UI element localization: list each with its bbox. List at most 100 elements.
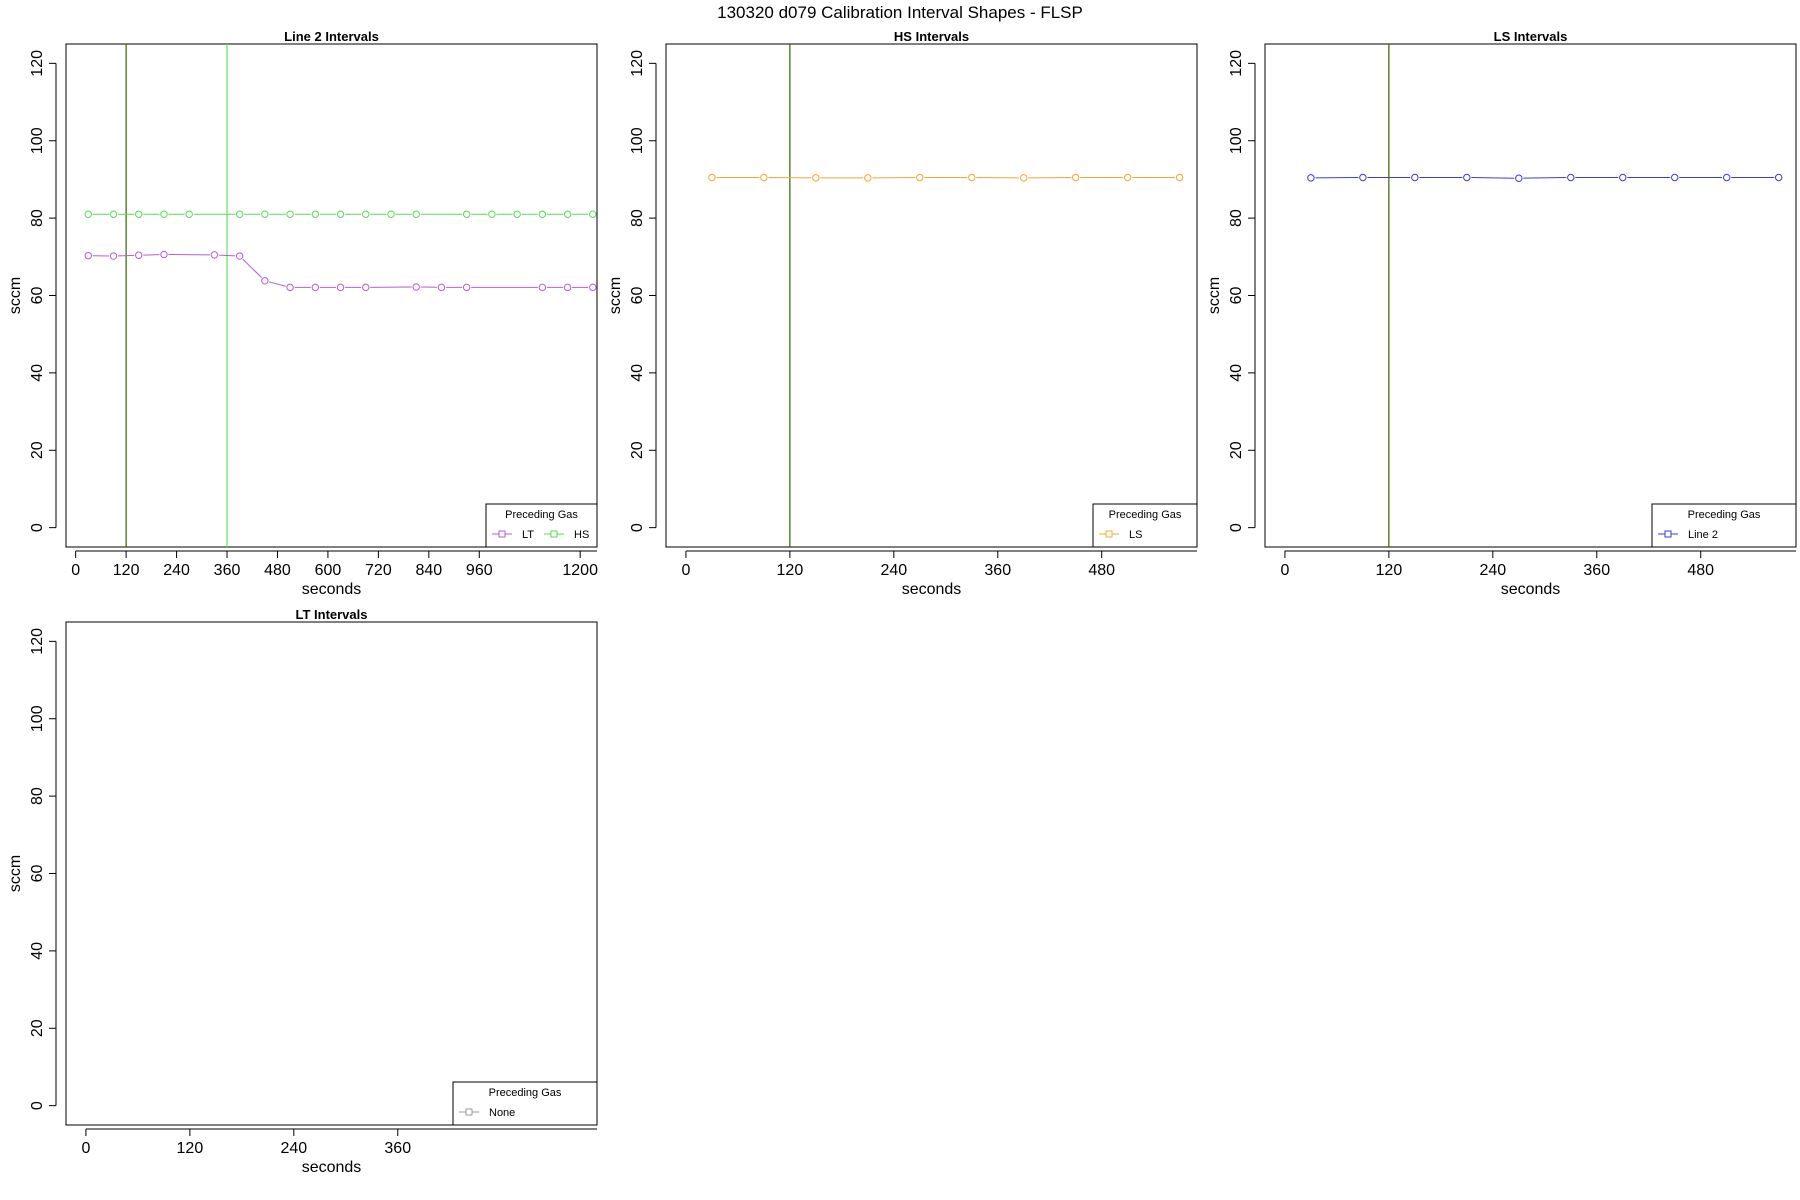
legend-swatch-marker bbox=[1105, 530, 1113, 538]
data-point bbox=[1774, 173, 1783, 182]
data-point bbox=[1411, 173, 1419, 182]
data-point bbox=[1723, 173, 1731, 182]
panel-title: LT Intervals bbox=[295, 607, 367, 622]
y-axis-label: sccm bbox=[607, 277, 624, 314]
legend-entry-label: LS bbox=[1129, 529, 1142, 541]
data-point bbox=[210, 251, 219, 259]
legend-swatch-marker bbox=[550, 530, 558, 538]
data-point bbox=[708, 173, 716, 182]
data-point bbox=[462, 283, 471, 292]
data-point bbox=[488, 210, 496, 218]
legend: Preceding Gas Line 2 bbox=[1651, 503, 1797, 548]
data-point bbox=[261, 277, 269, 285]
y-tick-label: 60 bbox=[29, 865, 46, 883]
y-tick-label: 100 bbox=[629, 127, 646, 154]
y-tick-label: 40 bbox=[1228, 364, 1245, 382]
y-tick-label: 120 bbox=[1228, 50, 1245, 77]
data-point bbox=[437, 283, 446, 292]
y-tick-label: 120 bbox=[629, 50, 646, 77]
series-segment bbox=[269, 281, 286, 287]
x-tick-label: 360 bbox=[1583, 562, 1610, 579]
y-tick-label: 20 bbox=[629, 441, 646, 459]
y-tick-label: 40 bbox=[29, 942, 46, 960]
figure-title: 130320 d079 Calibration Interval Shapes … bbox=[717, 3, 1083, 22]
legend: Preceding Gas LT HS bbox=[485, 503, 598, 548]
x-tick-label: 720 bbox=[365, 562, 392, 579]
data-point bbox=[160, 250, 168, 259]
x-tick-label: 360 bbox=[214, 562, 241, 579]
y-tick-label: 0 bbox=[1228, 523, 1245, 532]
plot-frame bbox=[1264, 43, 1797, 548]
series-segment bbox=[242, 258, 263, 279]
x-axis-label: seconds bbox=[1501, 581, 1561, 598]
x-tick-label: 120 bbox=[1376, 562, 1403, 579]
x-tick-label: 480 bbox=[264, 562, 291, 579]
data-point bbox=[1175, 173, 1184, 182]
data-point bbox=[185, 210, 193, 218]
data-point bbox=[109, 252, 118, 260]
y-tick-label: 80 bbox=[629, 209, 646, 227]
x-tick-label: 0 bbox=[681, 562, 690, 579]
data-point bbox=[84, 251, 92, 260]
data-point bbox=[311, 210, 320, 218]
x-axis-label: seconds bbox=[302, 1159, 362, 1176]
data-point bbox=[412, 283, 420, 291]
legend-box bbox=[485, 503, 598, 548]
x-tick-label: 600 bbox=[315, 562, 342, 579]
y-tick-label: 20 bbox=[29, 441, 46, 459]
legend-title: Preceding Gas bbox=[1109, 509, 1182, 521]
data-point bbox=[135, 210, 143, 218]
legend-entry-label: HS bbox=[574, 529, 589, 541]
data-point bbox=[362, 283, 370, 292]
x-tick-label: 480 bbox=[1088, 562, 1115, 579]
x-tick-label: 0 bbox=[81, 1140, 90, 1157]
panel-title: HS Intervals bbox=[894, 29, 969, 44]
y-tick-label: 60 bbox=[629, 287, 646, 305]
x-tick-label: 120 bbox=[777, 562, 804, 579]
data-point bbox=[336, 210, 345, 218]
panel-title: Line 2 Intervals bbox=[284, 29, 379, 44]
panel-lt-intervals: LT Intervals 0 20 40 60 80 100 120 sccm 0 120 240 36… bbox=[7, 607, 598, 1176]
y-tick-label: 40 bbox=[629, 364, 646, 382]
legend-box bbox=[1651, 503, 1797, 548]
data-point bbox=[412, 210, 420, 218]
y-tick-label: 0 bbox=[629, 523, 646, 532]
series-segment bbox=[218, 254, 236, 257]
y-tick-label: 20 bbox=[1228, 441, 1245, 459]
y-tick-label: 100 bbox=[29, 127, 46, 154]
data-point bbox=[235, 252, 244, 260]
legend: Preceding Gas None bbox=[452, 1081, 598, 1126]
x-tick-label: 360 bbox=[984, 562, 1011, 579]
data-point bbox=[513, 210, 521, 218]
legend-entry-label: LT bbox=[522, 529, 534, 541]
y-tick-label: 120 bbox=[29, 50, 46, 77]
panel-hs-intervals: HS Intervals 0 20 40 60 80 100 120 sccm 0 120 240 36… bbox=[607, 29, 1198, 598]
y-tick-label: 60 bbox=[29, 287, 46, 305]
x-tick-label: 480 bbox=[1687, 562, 1714, 579]
y-tick-label: 0 bbox=[29, 523, 46, 532]
y-tick-label: 100 bbox=[29, 705, 46, 732]
legend-box bbox=[452, 1081, 598, 1126]
data-point bbox=[1515, 174, 1523, 182]
y-tick-label: 80 bbox=[29, 209, 46, 227]
x-tick-label: 960 bbox=[466, 562, 493, 579]
data-point bbox=[336, 283, 345, 292]
y-axis-label: sccm bbox=[7, 277, 24, 314]
panel-ls-intervals: LS Intervals 0 20 40 60 80 100 120 sccm 0 120 240 36… bbox=[1206, 29, 1797, 598]
x-axis-label: seconds bbox=[302, 581, 362, 598]
data-point bbox=[1124, 173, 1132, 182]
data-point bbox=[916, 173, 924, 182]
data-point bbox=[760, 173, 768, 182]
data-point bbox=[462, 210, 471, 218]
y-tick-label: 40 bbox=[29, 364, 46, 382]
data-point bbox=[311, 283, 320, 292]
data-point bbox=[1619, 173, 1627, 182]
legend-entry-label: None bbox=[489, 1107, 515, 1119]
x-tick-label: 240 bbox=[163, 562, 190, 579]
plot-frame bbox=[665, 43, 1198, 548]
data-point bbox=[235, 210, 244, 218]
legend-swatch-marker bbox=[498, 530, 506, 538]
legend-swatch-marker bbox=[465, 1108, 473, 1116]
y-tick-label: 80 bbox=[29, 787, 46, 805]
y-tick-label: 0 bbox=[29, 1101, 46, 1110]
